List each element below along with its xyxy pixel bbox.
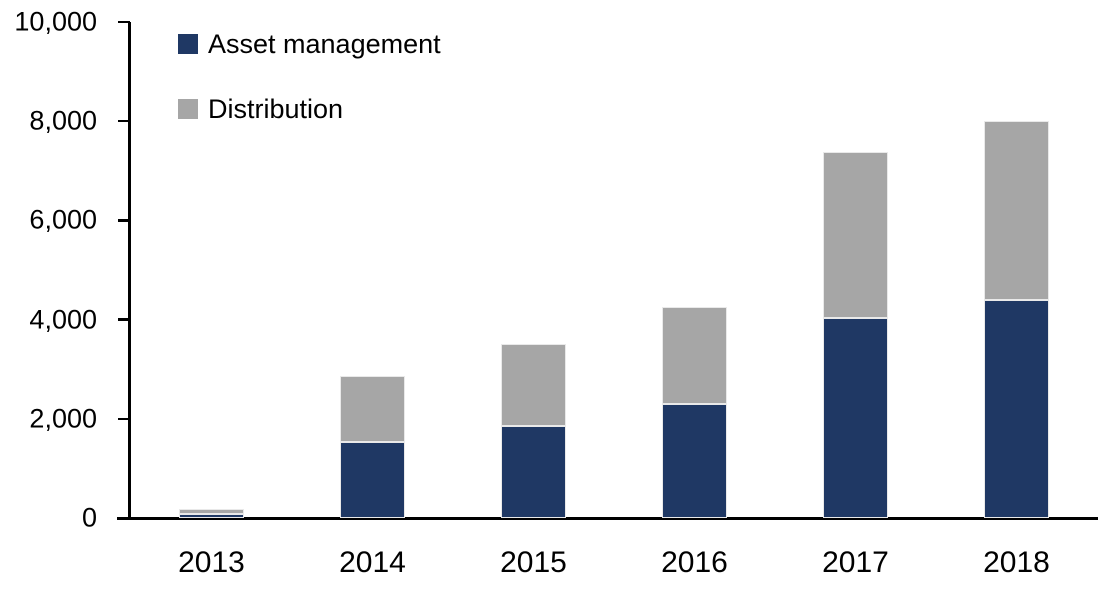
y-tick bbox=[117, 219, 130, 222]
bar-segment-distribution-2013 bbox=[179, 509, 244, 514]
bar-segment-distribution-2015 bbox=[501, 344, 566, 426]
y-tick bbox=[117, 417, 130, 421]
y-tick bbox=[117, 516, 130, 520]
y-tick-label: 0 bbox=[81, 502, 97, 533]
legend: Asset management Distribution bbox=[178, 28, 441, 163]
bar-segment-distribution-2018 bbox=[984, 121, 1049, 300]
x-tick-label-2013: 2013 bbox=[178, 546, 245, 579]
y-tick-label: 10,000 bbox=[14, 6, 97, 37]
bar-segment-asset-management-2017 bbox=[823, 318, 888, 518]
y-tick bbox=[117, 20, 130, 24]
bar-segment-asset-management-2014 bbox=[340, 442, 405, 518]
bar-segment-asset-management-2013 bbox=[179, 513, 244, 518]
x-tick-label-2017: 2017 bbox=[822, 546, 889, 579]
bar-segment-asset-management-2018 bbox=[984, 299, 1049, 518]
legend-entry-asset-management: Asset management bbox=[178, 28, 441, 59]
y-tick-label: 4,000 bbox=[29, 304, 97, 335]
bar-segment-distribution-2016 bbox=[662, 307, 727, 405]
y-tick bbox=[117, 119, 130, 123]
y-axis-line bbox=[128, 22, 131, 518]
bar-segment-distribution-2017 bbox=[823, 151, 888, 319]
y-tick bbox=[117, 318, 130, 321]
legend-label-asset-management: Asset management bbox=[208, 28, 441, 59]
x-tick-label-2014: 2014 bbox=[339, 546, 406, 579]
bar-segment-asset-management-2016 bbox=[662, 404, 727, 518]
legend-entry-distribution: Distribution bbox=[178, 93, 441, 124]
y-tick-label: 8,000 bbox=[29, 105, 97, 136]
legend-swatch-asset-management bbox=[178, 34, 198, 54]
y-tick-label: 6,000 bbox=[29, 204, 97, 235]
x-tick-label-2015: 2015 bbox=[500, 546, 567, 579]
x-tick-label-2018: 2018 bbox=[983, 546, 1050, 579]
legend-swatch-distribution bbox=[178, 99, 198, 119]
legend-label-distribution: Distribution bbox=[208, 93, 344, 124]
bar-segment-asset-management-2015 bbox=[501, 425, 566, 518]
y-tick-label: 2,000 bbox=[29, 403, 97, 434]
bar-segment-distribution-2014 bbox=[340, 376, 405, 443]
x-axis-line bbox=[117, 516, 1098, 520]
x-tick-label-2016: 2016 bbox=[661, 546, 728, 579]
